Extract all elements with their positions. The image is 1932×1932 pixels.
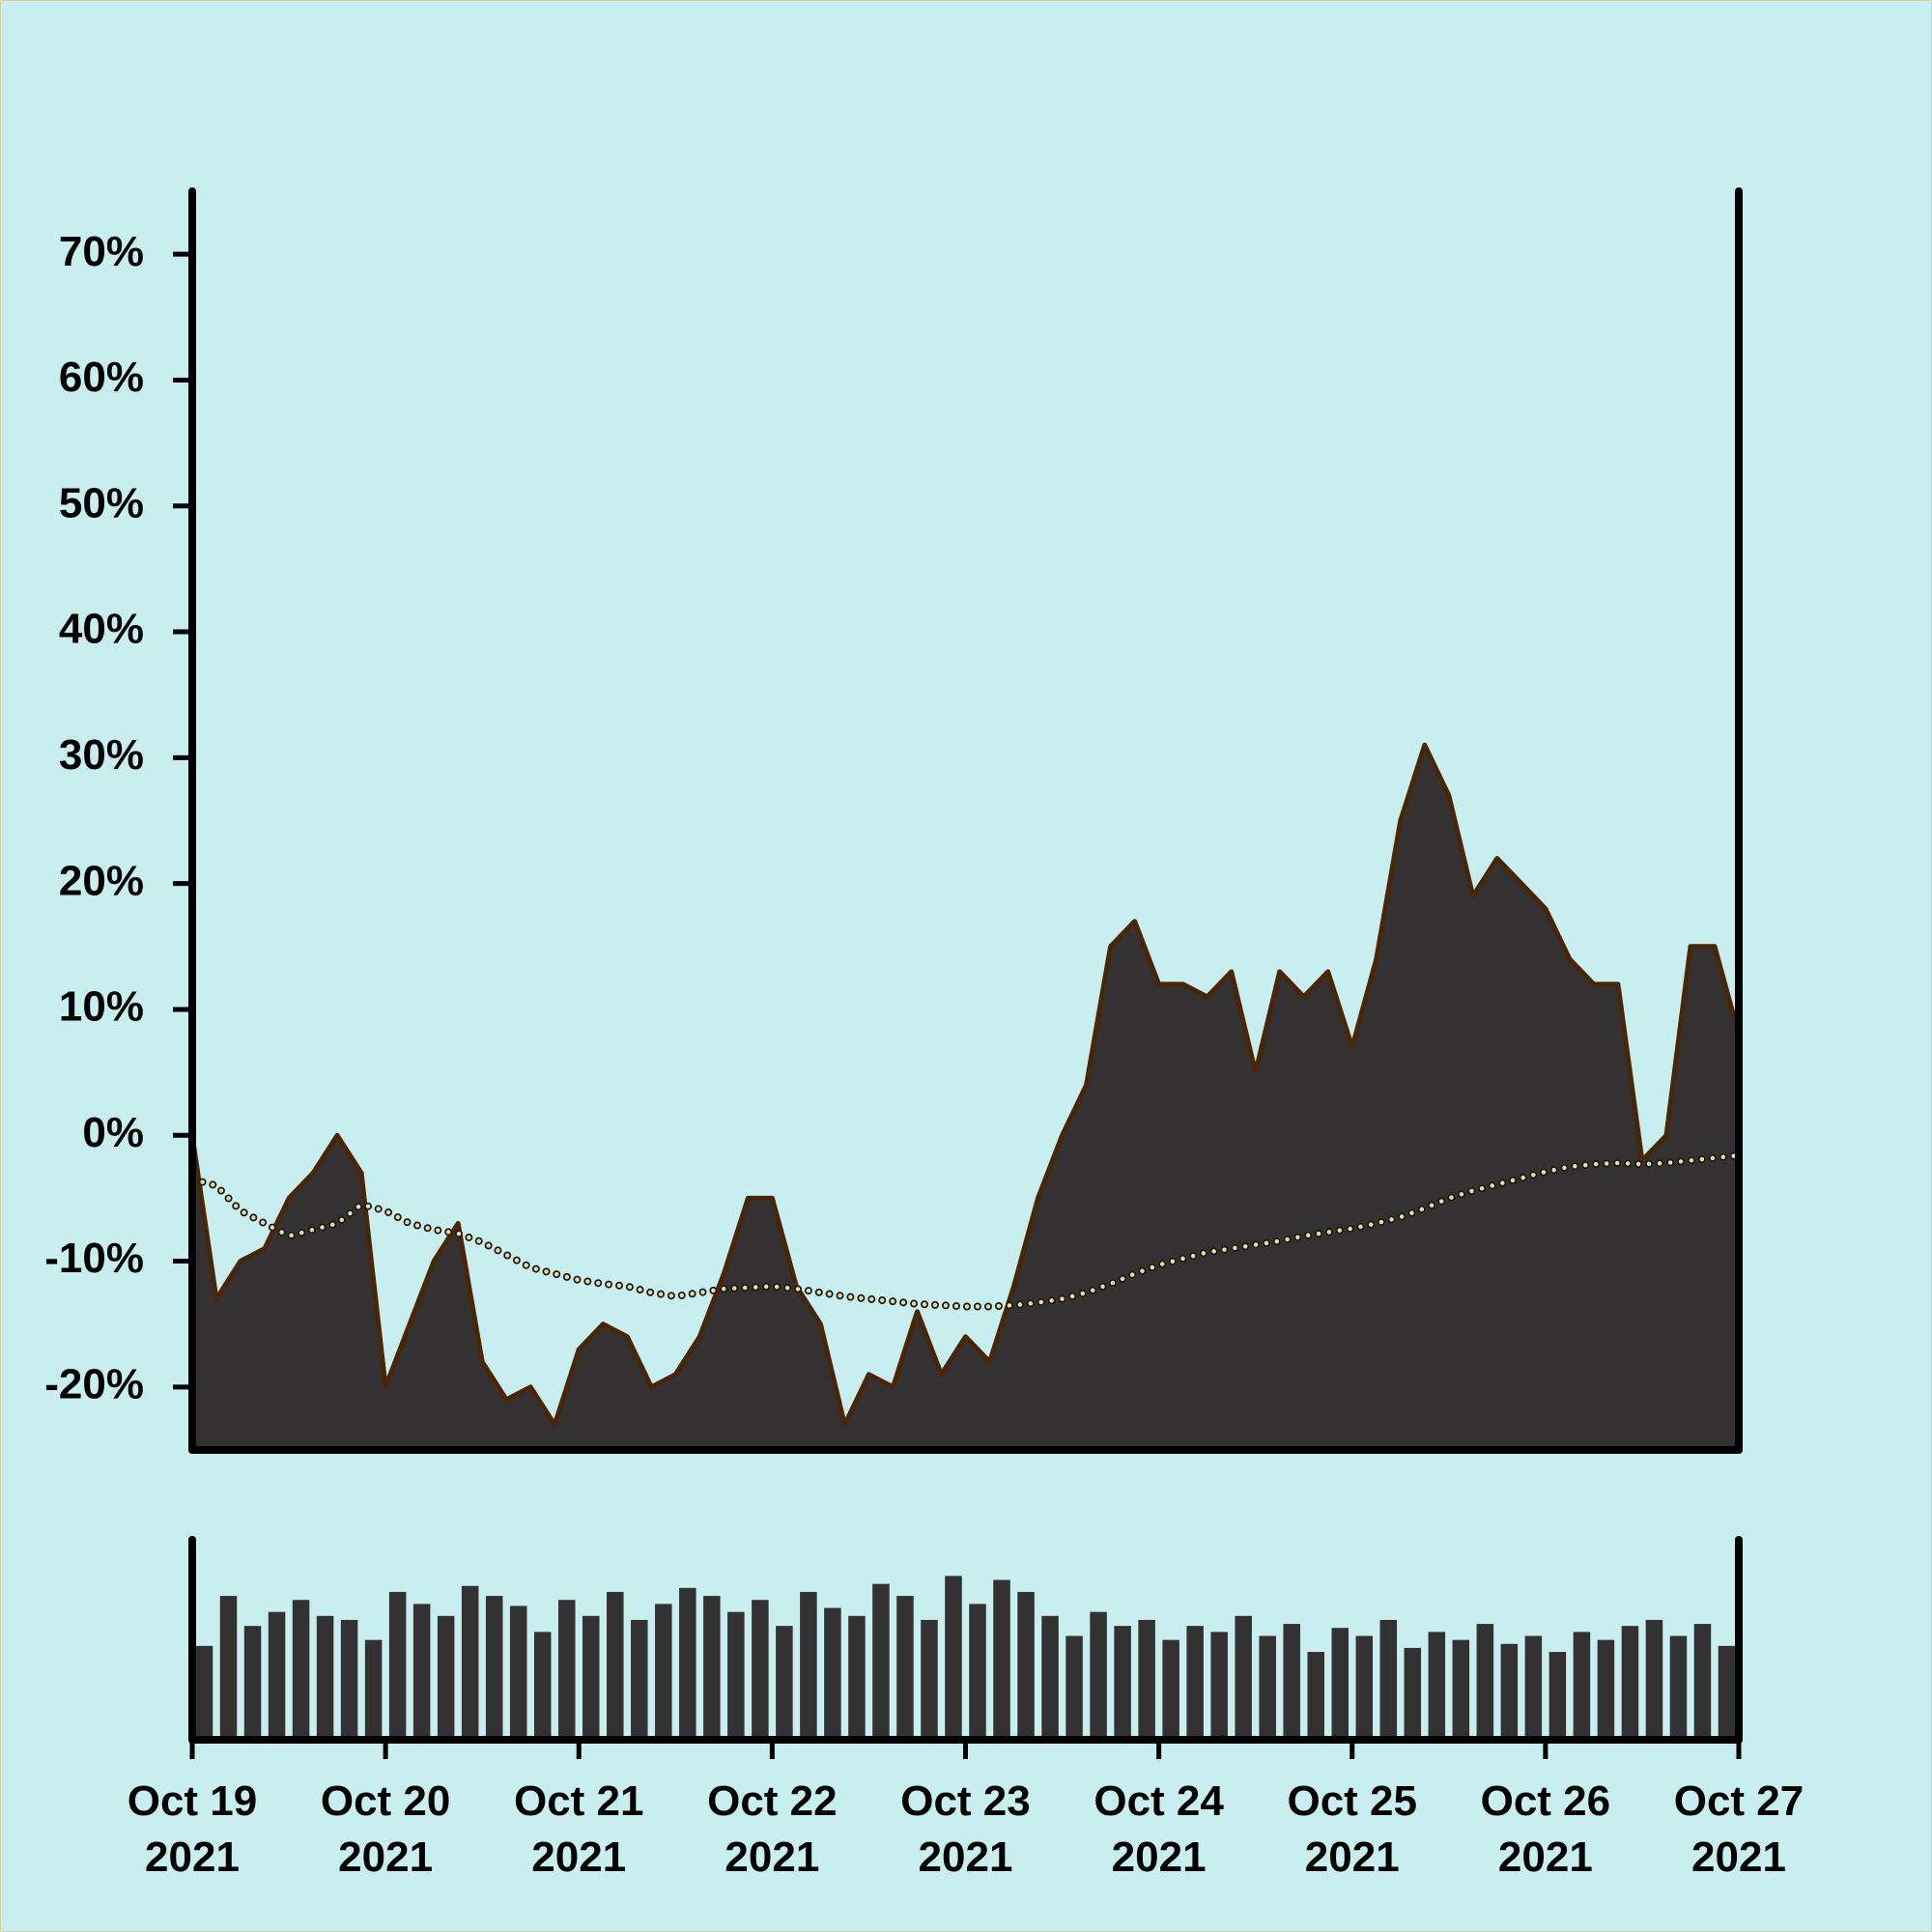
x-tick-label: Oct 24 2021 — [1094, 1777, 1224, 1881]
volume-bar — [1210, 1632, 1228, 1736]
x-tick-label: Oct 20 2021 — [320, 1777, 451, 1881]
volume-bar — [776, 1626, 793, 1736]
y-tick-label: 20% — [59, 857, 144, 904]
volume-bar — [1524, 1635, 1543, 1736]
volume-bar — [485, 1596, 503, 1736]
volume-bar — [824, 1607, 841, 1736]
volume-bar — [1331, 1628, 1349, 1736]
x-tick-label: Oct 26 2021 — [1480, 1777, 1611, 1881]
y-tick-label: 70% — [59, 228, 144, 275]
volume-bar — [1355, 1635, 1374, 1736]
volume-bar — [1718, 1645, 1736, 1736]
volume-bar — [268, 1611, 286, 1736]
y-tick-label: 60% — [59, 354, 144, 401]
volume-bar — [655, 1604, 672, 1736]
volume-bar — [1597, 1639, 1615, 1736]
volume-bar — [1138, 1619, 1155, 1736]
volume-bar — [1669, 1635, 1688, 1736]
x-tick-label: Oct 22 2021 — [707, 1777, 838, 1881]
volume-bar — [582, 1615, 600, 1736]
x-tick-label: Oct 25 2021 — [1287, 1777, 1417, 1881]
volume-bar — [631, 1619, 648, 1736]
volume-bar — [969, 1604, 986, 1736]
volume-bar — [1645, 1619, 1663, 1736]
volume-bar — [1476, 1624, 1494, 1736]
y-tick-label: 50% — [59, 479, 144, 526]
volume-bar — [1041, 1615, 1059, 1736]
volume-bar — [848, 1615, 866, 1736]
volume-bar — [292, 1600, 310, 1736]
volume-bar — [1452, 1639, 1470, 1736]
x-tick-label: Oct 19 2021 — [127, 1777, 258, 1881]
volume-bar — [243, 1626, 262, 1736]
moving-average-dots — [189, 1152, 1742, 1309]
volume-bar — [1500, 1643, 1519, 1736]
volume-bar — [533, 1632, 552, 1736]
y-tick-label: 30% — [59, 731, 144, 779]
area-line — [189, 742, 1742, 1428]
volume-bar — [1283, 1624, 1300, 1736]
volume-bar — [1114, 1626, 1131, 1736]
volume-bar — [752, 1600, 769, 1736]
volume-bar — [727, 1611, 745, 1736]
volume-bar — [993, 1579, 1010, 1736]
volume-bar — [412, 1604, 431, 1736]
area — [192, 745, 1739, 1450]
volume-bar — [1235, 1615, 1252, 1736]
y-tick-label: 10% — [59, 983, 144, 1031]
volume-bar — [945, 1576, 962, 1736]
volume-bar — [1404, 1647, 1422, 1736]
volume-bar — [1693, 1624, 1712, 1736]
volume-bar — [1259, 1635, 1276, 1736]
volume-bar — [703, 1596, 721, 1736]
y-tick-label: 40% — [59, 606, 144, 653]
y-tick-label: -20% — [44, 1360, 144, 1407]
volume-bar — [1065, 1635, 1083, 1736]
volume-bar — [1428, 1632, 1446, 1736]
volume-bar — [1548, 1652, 1567, 1736]
y-tick-label: 0% — [82, 1109, 144, 1156]
volume-bar — [461, 1585, 479, 1736]
x-tick-label: Oct 27 2021 — [1673, 1777, 1804, 1881]
volume-bar — [1621, 1626, 1639, 1736]
volume-bar — [195, 1645, 213, 1736]
volume-bar — [340, 1619, 358, 1736]
volume-bar — [1186, 1626, 1204, 1736]
volume-bar — [1573, 1632, 1591, 1736]
volume-bar — [1017, 1591, 1035, 1736]
x-tick-label: Oct 21 2021 — [513, 1777, 644, 1881]
volume-bar — [679, 1587, 696, 1736]
volume-bar — [509, 1605, 527, 1736]
volume-bar — [1307, 1652, 1324, 1736]
volume-bar — [872, 1583, 890, 1736]
volume-bar — [219, 1596, 238, 1736]
volume-bar — [316, 1615, 334, 1736]
volume-bar — [1090, 1611, 1107, 1736]
y-tick-label: -10% — [44, 1235, 144, 1282]
volume-bar — [1379, 1619, 1398, 1736]
volume-bar — [364, 1639, 383, 1736]
volume-bar — [557, 1600, 576, 1736]
volume-bar — [388, 1591, 407, 1736]
volume-bar — [437, 1615, 455, 1736]
volume-bar — [921, 1619, 938, 1736]
volume-bar — [1162, 1639, 1179, 1736]
volume-bar — [607, 1591, 624, 1736]
volume-bar — [800, 1591, 817, 1736]
x-tick-label: Oct 23 2021 — [900, 1777, 1031, 1881]
volume-bar — [896, 1596, 914, 1736]
